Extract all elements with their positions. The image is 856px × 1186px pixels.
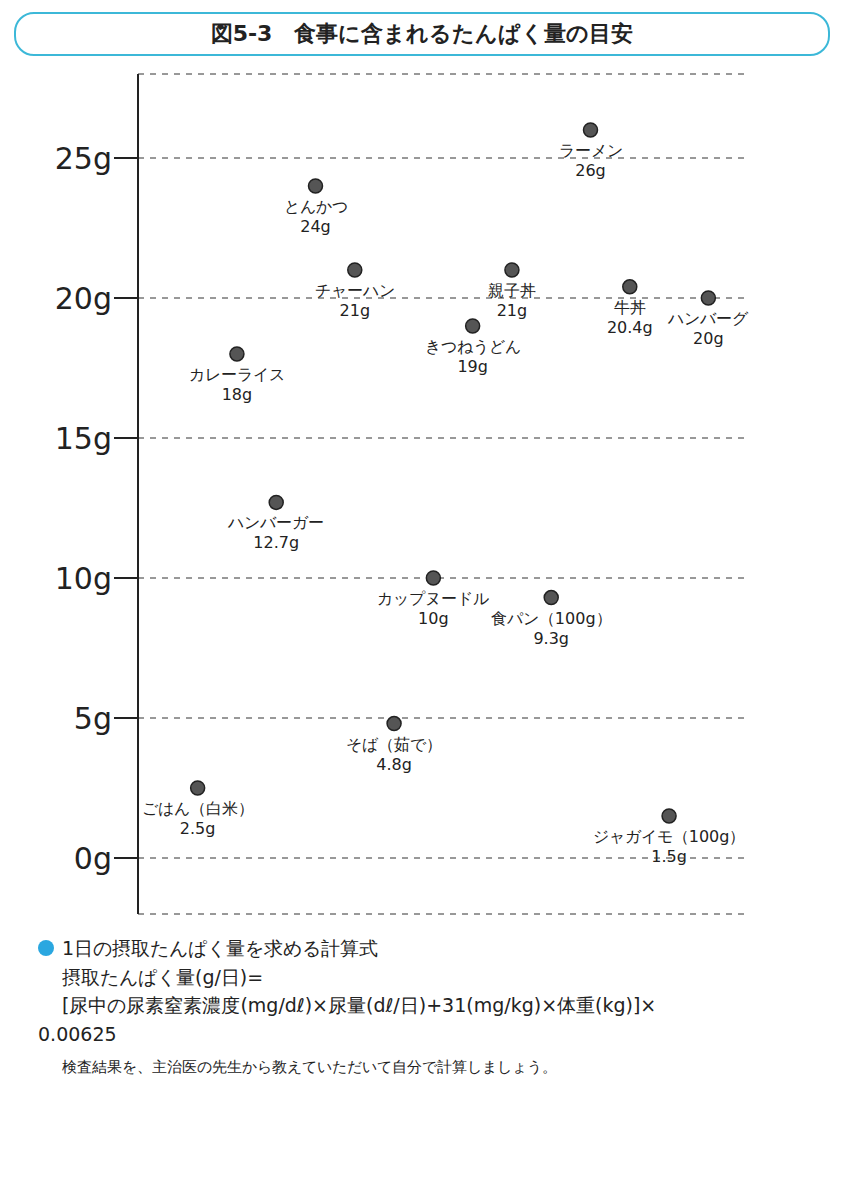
svg-text:きつねうどん: きつねうどん (425, 337, 521, 356)
html-text:摂取たんぱく量(g/日)=: 摂取たんぱく量(g/日)= (62, 965, 264, 988)
svg-text:親子丼: 親子丼 (488, 281, 536, 300)
svg-text:20.4g: 20.4g (607, 318, 653, 337)
svg-text:21g: 21g (497, 301, 528, 320)
svg-text:ジャガイモ（100g）: ジャガイモ（100g） (593, 827, 746, 846)
svg-text:4.8g: 4.8g (376, 755, 412, 774)
html-text:0.00625: 0.00625 (38, 1022, 117, 1045)
svg-text:24g: 24g (300, 217, 331, 236)
svg-text:そば（茹で）: そば（茹で） (346, 735, 442, 754)
svg-text:とんかつ: とんかつ (284, 197, 348, 216)
svg-text:カレーライス: カレーライス (189, 365, 285, 384)
svg-text:ごはん（白米）: ごはん（白米） (142, 799, 254, 818)
svg-text:ラーメン: ラーメン (559, 141, 623, 160)
svg-text:21g: 21g (340, 301, 371, 320)
svg-text:ハンバーガー: ハンバーガー (227, 513, 324, 532)
svg-text:2.5g: 2.5g (180, 819, 216, 838)
html-text:図5-3 食事に含まれるたんぱく量の目安: 図5-3 食事に含まれるたんぱく量の目安 (210, 21, 634, 46)
svg-text:20g: 20g (55, 281, 112, 316)
svg-text:19g: 19g (457, 357, 488, 376)
svg-text:15g: 15g (55, 421, 112, 456)
svg-text:25g: 25g (55, 141, 112, 176)
svg-text:9.3g: 9.3g (533, 629, 569, 648)
svg-text:20g: 20g (693, 329, 724, 348)
svg-text:12.7g: 12.7g (253, 533, 299, 552)
svg-text:18g: 18g (222, 385, 253, 404)
svg-text:10g: 10g (55, 561, 112, 596)
svg-text:食パン（100g）: 食パン（100g） (491, 609, 612, 628)
html-text:[尿中の尿素窒素濃度(mg/dℓ)×尿量(dℓ/日)+31(: [尿中の尿素窒素濃度(mg/dℓ)×尿量(dℓ/日)+31(mg/kg)×体重(… (62, 994, 657, 1016)
svg-text:5g: 5g (74, 701, 112, 736)
svg-text:牛丼: 牛丼 (614, 298, 646, 317)
svg-text:26g: 26g (575, 161, 606, 180)
svg-text:ハンバーグ: ハンバーグ (667, 309, 749, 328)
html-text:検査結果を、主治医の先生から教えていただいて自分で計算しまし: 検査結果を、主治医の先生から教えていただいて自分で計算しましょう。 (62, 1058, 557, 1076)
svg-text:カップヌードル: カップヌードル (377, 589, 489, 608)
html-text:1日の摂取たんぱく量を求める計算式: 1日の摂取たんぱく量を求める計算式 (62, 937, 379, 959)
svg-text:10g: 10g (418, 609, 449, 628)
svg-text:0g: 0g (74, 841, 112, 876)
svg-text:チャーハン: チャーハン (315, 281, 395, 300)
svg-text:1.5g: 1.5g (651, 847, 687, 866)
